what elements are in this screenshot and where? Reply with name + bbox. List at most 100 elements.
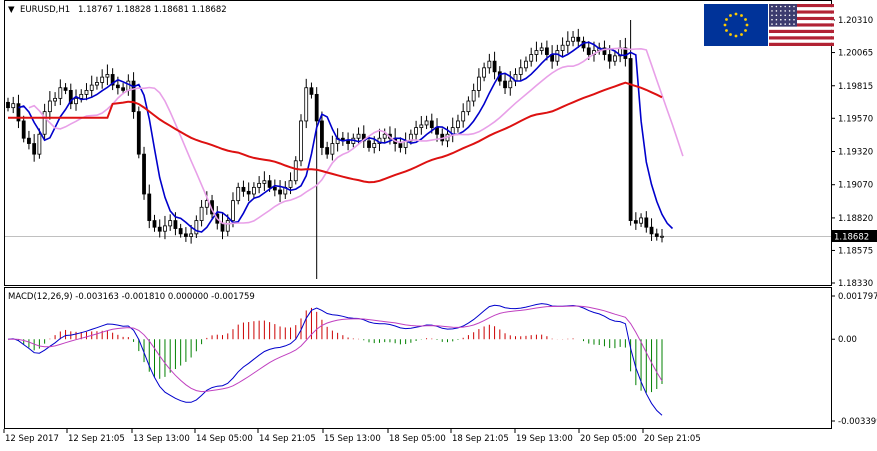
- us-stripe: [769, 42, 834, 46]
- candle-body: [466, 100, 471, 113]
- price-tick-label: 1.20310: [838, 16, 873, 26]
- us-stripe: [769, 13, 834, 17]
- us-star: [775, 10, 778, 12]
- us-star: [784, 18, 786, 21]
- us-star: [771, 23, 773, 25]
- price-tick-label: 1.19320: [838, 148, 873, 158]
- us-star: [793, 14, 795, 17]
- candle-body: [487, 60, 492, 69]
- candle-body: [168, 220, 173, 227]
- eu-star: [740, 14, 743, 17]
- eu-star: [744, 29, 747, 32]
- candle-body: [325, 147, 330, 155]
- us-star: [775, 18, 778, 21]
- us-star: [780, 5, 782, 8]
- candle-body: [68, 89, 73, 105]
- candle-body: [639, 217, 643, 224]
- us-canton: [769, 4, 797, 27]
- candle-body: [42, 111, 47, 135]
- candle-body: [633, 220, 638, 224]
- candle-body: [178, 228, 183, 235]
- us-flag-icon: [769, 4, 834, 46]
- candle-body: [435, 127, 439, 135]
- candle-body: [382, 133, 387, 139]
- time-x-axis: 12 Sep 2017 12 Sep 21:05 13 Sep 13:00 14 Se…: [3, 429, 701, 444]
- ma-fast-line: [18, 41, 674, 233]
- candle-body: [476, 76, 481, 91]
- candle-body: [534, 50, 539, 55]
- us-star: [784, 5, 786, 8]
- candle-body: [267, 180, 272, 188]
- eu-star: [723, 23, 727, 27]
- us-star: [771, 18, 773, 21]
- candle-body: [492, 60, 497, 73]
- candle-body: [429, 120, 434, 128]
- candle-body: [246, 190, 251, 195]
- candle-body: [152, 220, 157, 228]
- us-star: [771, 14, 773, 17]
- candle-body: [220, 222, 225, 232]
- candle-body: [100, 76, 105, 83]
- price-tick-label: 1.18330: [838, 279, 873, 289]
- candle-body: [288, 180, 293, 188]
- candle-body: [257, 182, 262, 188]
- candle-body: [649, 226, 654, 235]
- candle-body: [121, 87, 126, 91]
- chart-header-arrow[interactable]: ▼: [8, 5, 15, 15]
- candle-body: [508, 80, 513, 89]
- candle-body: [524, 60, 528, 69]
- candle-body: [53, 97, 57, 102]
- candle-body: [607, 54, 612, 62]
- us-star: [780, 18, 782, 21]
- price-tick-label: 1.19570: [838, 114, 873, 124]
- us-stripe: [769, 39, 834, 43]
- candle-body: [115, 84, 120, 89]
- us-star: [788, 23, 791, 25]
- current-price-label-bg: [832, 230, 877, 242]
- candle-body: [147, 193, 152, 221]
- us-star: [788, 10, 791, 12]
- candle-body: [456, 120, 460, 128]
- candle-body: [539, 47, 544, 51]
- us-stripe: [769, 20, 834, 24]
- candle-body: [330, 143, 335, 155]
- candle-body: [16, 103, 21, 122]
- macd-tick-label: -0.003399: [838, 417, 877, 427]
- us-star: [793, 23, 795, 25]
- candle-body: [613, 55, 617, 62]
- candle-body: [58, 87, 63, 99]
- us-star: [780, 10, 782, 12]
- ma-mid-line: [28, 47, 684, 225]
- us-stripe: [769, 23, 834, 27]
- candle-body: [309, 87, 314, 95]
- price-tick-label: 1.19815: [838, 82, 873, 92]
- price-tick-label: 1.18575: [838, 246, 873, 256]
- candle-body: [110, 74, 115, 86]
- candle-body: [27, 137, 31, 144]
- us-star: [793, 5, 795, 8]
- candle-body: [241, 186, 246, 192]
- candle-body: [320, 120, 324, 148]
- signal-line: [7, 305, 663, 393]
- price-tick-label: 1.19070: [838, 181, 873, 191]
- candle-body: [37, 133, 42, 155]
- candle-body: [173, 220, 178, 229]
- macd-plot: [7, 303, 663, 416]
- candle-body: [424, 120, 429, 126]
- candle-body: [461, 111, 466, 122]
- eu-star: [725, 29, 728, 32]
- macd-tick-label: 0.00: [838, 335, 857, 345]
- candle-body: [628, 58, 633, 221]
- candle-body: [602, 47, 607, 55]
- candle-body: [419, 124, 424, 128]
- macd-panel-frame: [4, 287, 832, 429]
- us-star: [784, 10, 786, 12]
- candle-body: [262, 180, 267, 184]
- time-tick-label: 18 Sep 21:05: [452, 434, 509, 444]
- candle-body: [571, 36, 575, 42]
- us-star: [788, 14, 791, 17]
- candle-body: [199, 206, 204, 221]
- currency-flags: [704, 4, 834, 46]
- us-stripe: [769, 4, 834, 8]
- time-tick-label: 12 Sep 21:05: [68, 434, 125, 444]
